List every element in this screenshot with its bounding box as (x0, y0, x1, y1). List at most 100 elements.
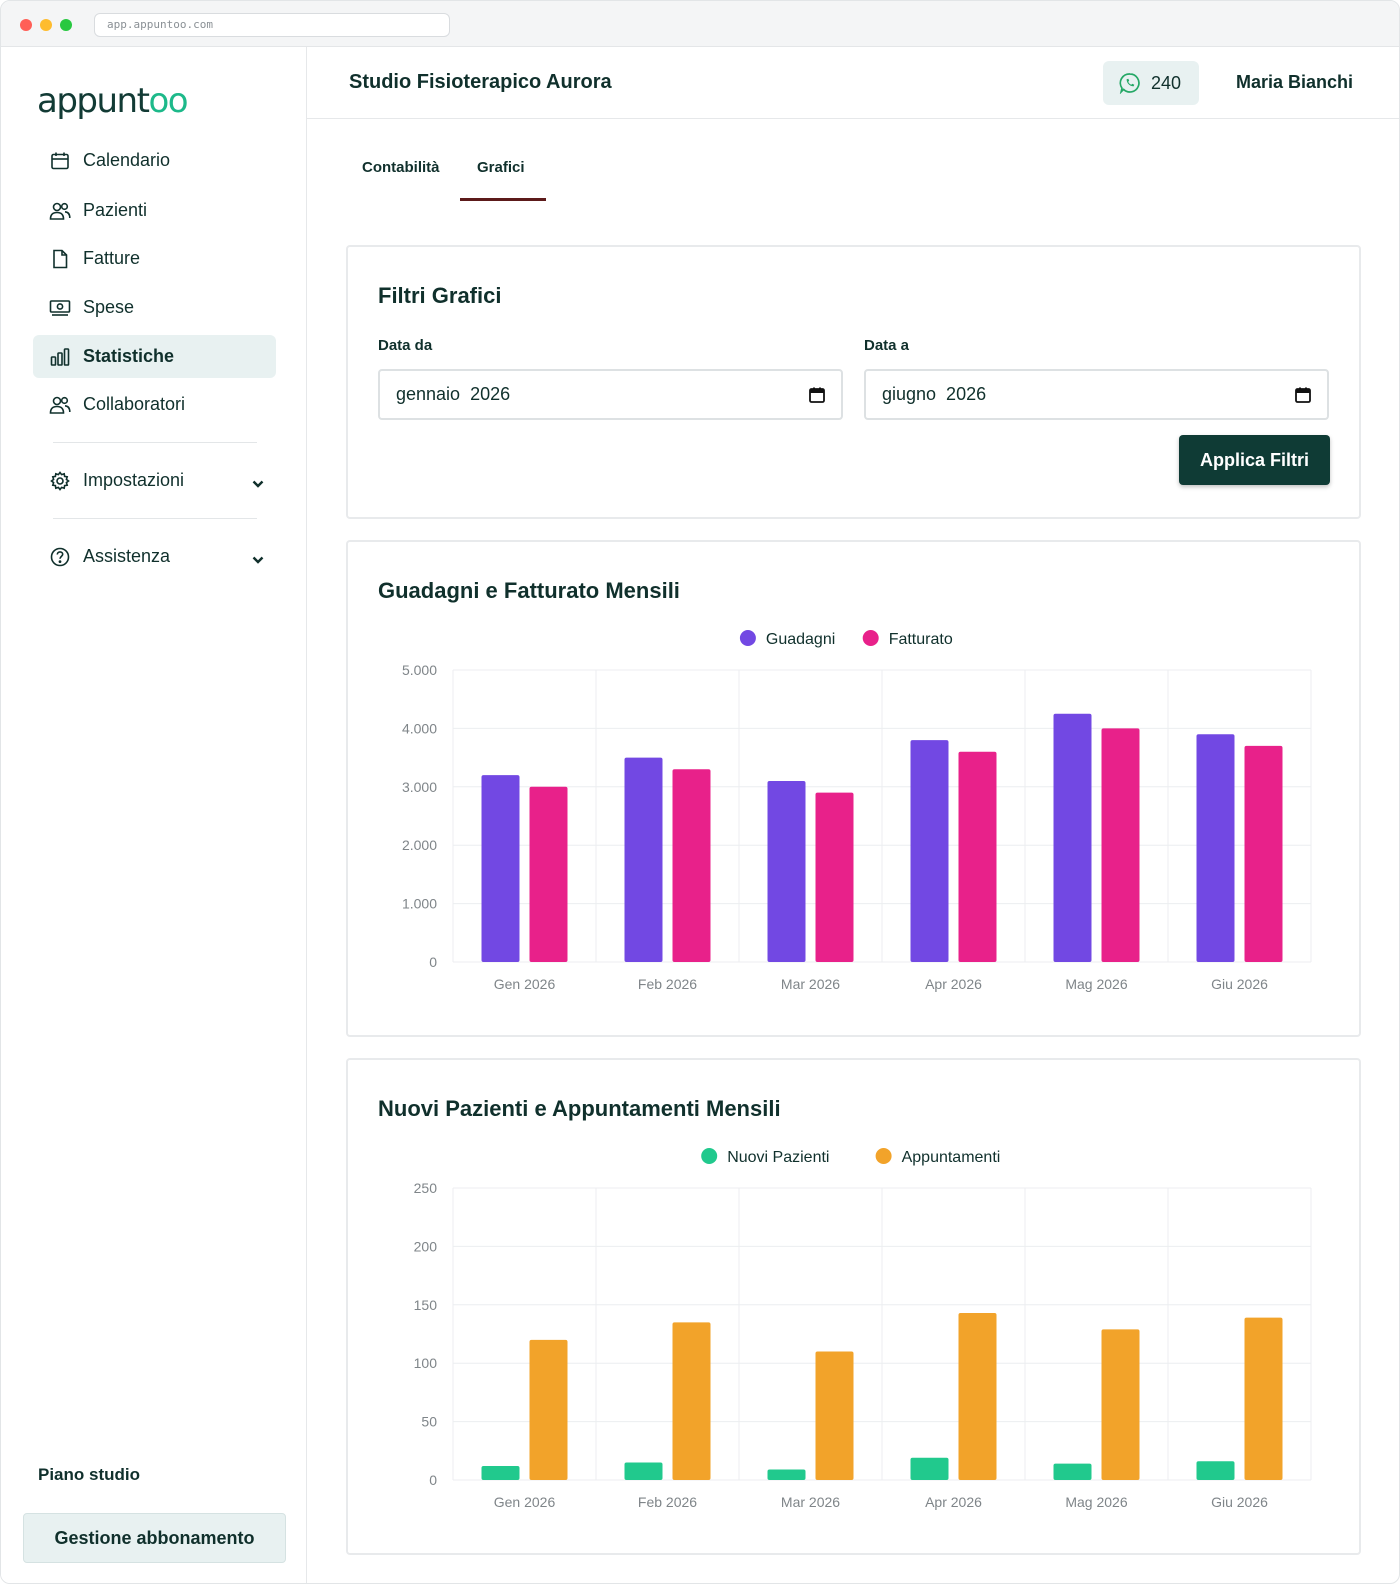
bar-chart-icon (49, 346, 71, 368)
sidebar-item-label: Pazienti (83, 200, 148, 220)
app-logo[interactable]: appuntoo (37, 81, 189, 121)
chart-bar (624, 1462, 663, 1480)
chart-bar (910, 740, 949, 962)
sidebar-item-pazienti[interactable]: Pazienti (33, 189, 276, 232)
date-to-field[interactable]: giugno 2026 (864, 369, 1329, 420)
x-tick-label: Feb 2026 (638, 976, 697, 992)
calendar-icon[interactable] (1295, 387, 1311, 403)
y-tick-label: 0 (429, 954, 437, 970)
chart-bar (529, 1339, 568, 1480)
x-tick-label: Gen 2026 (494, 1494, 556, 1510)
filters-title: Filtri Grafici (378, 283, 502, 308)
chart-bar (1196, 734, 1235, 962)
chart-title: Nuovi Pazienti e Appuntamenti Mensili (378, 1096, 781, 1121)
chevron-down-icon (252, 473, 264, 494)
file-icon (49, 248, 71, 270)
sidebar-item-fatture[interactable]: Fatture (33, 237, 276, 280)
chart-bar (958, 1312, 997, 1480)
chart-bar (1196, 1461, 1235, 1480)
revenue-chart: 0 1.000 2.000 3.000 4.000 5.000 Gen 2026 Feb 20… (402, 630, 1312, 992)
sidebar-item-statistiche[interactable]: Statistiche (33, 335, 276, 378)
legend-label: Guadagni (766, 631, 835, 648)
x-tick-label: Gen 2026 (494, 976, 556, 992)
sidebar-item-impostazioni[interactable]: Impostazioni (33, 459, 276, 502)
y-tick-label: 0 (429, 1472, 437, 1488)
patients-chart-card: Nuovi Pazienti e Appuntamenti Mensili 0 5… (346, 1058, 1361, 1555)
chart-bar (767, 1469, 806, 1480)
chart-bar (1244, 1317, 1283, 1480)
help-circle-icon (49, 546, 71, 568)
chart-bar (1053, 1463, 1092, 1480)
legend-label: Appuntamenti (902, 1149, 1001, 1166)
address-bar[interactable]: app.appuntoo.com (94, 13, 450, 37)
plan-label: Piano studio (38, 1465, 140, 1484)
date-from-value: gennaio 2026 (396, 384, 511, 404)
x-tick-label: Mag 2026 (1065, 1494, 1127, 1510)
manage-subscription-button[interactable]: Gestione abbonamento (23, 1513, 286, 1563)
sidebar-divider (53, 518, 257, 519)
y-tick-label: 5.000 (402, 662, 437, 678)
x-tick-label: Giu 2026 (1211, 1494, 1268, 1510)
tab-contabilita[interactable]: Contabilità (362, 159, 440, 176)
chart-bar (767, 780, 806, 962)
whatsapp-credits-badge[interactable]: 240 (1103, 61, 1199, 105)
calendar-icon (49, 150, 71, 172)
cash-icon (49, 297, 71, 319)
y-tick-label: 2.000 (402, 837, 437, 853)
studio-name: Studio Fisioterapico Aurora (349, 71, 612, 93)
date-from-label: Data da (378, 337, 433, 354)
apply-filters-button[interactable]: Applica Filtri (1179, 435, 1330, 485)
maximize-window-button[interactable] (60, 19, 72, 31)
filters-card: Filtri Grafici Data da gennaio 2026 Data… (346, 245, 1361, 519)
sidebar-item-label: Assistenza (83, 546, 171, 566)
x-tick-label: Giu 2026 (1211, 976, 1268, 992)
legend-marker (739, 630, 756, 646)
whatsapp-count: 240 (1151, 72, 1182, 93)
y-tick-label: 3.000 (402, 779, 437, 795)
date-from-field[interactable]: gennaio 2026 (378, 369, 843, 420)
gear-icon (49, 470, 71, 492)
patients-chart: 0 50 100 150 200 250 Gen 2026 Feb 2026 Mar 2026 A… (414, 1148, 1312, 1510)
close-window-button[interactable] (20, 19, 32, 31)
y-tick-label: 4.000 (402, 720, 437, 736)
date-to-label: Data a (864, 337, 910, 354)
chart-bar (529, 786, 568, 962)
legend-marker (862, 630, 879, 646)
users-icon (49, 200, 71, 222)
chart-bar (1053, 713, 1092, 962)
minimize-window-button[interactable] (40, 19, 52, 31)
tab-grafici[interactable]: Grafici (477, 159, 525, 176)
y-tick-label: 100 (414, 1355, 438, 1371)
sidebar-item-label: Fatture (83, 248, 141, 268)
chart-bar (1244, 745, 1283, 962)
sidebar-item-spese[interactable]: Spese (33, 286, 276, 329)
active-tab-indicator (460, 198, 546, 201)
x-tick-label: Feb 2026 (638, 1494, 697, 1510)
chart-bar (910, 1457, 949, 1480)
chart-bar (672, 769, 711, 962)
sidebar-item-collaboratori[interactable]: Collaboratori (33, 383, 276, 426)
whatsapp-icon (1119, 72, 1151, 94)
y-tick-label: 50 (421, 1414, 437, 1430)
chart-bar (481, 775, 520, 962)
sidebar-item-assistenza[interactable]: Assistenza (33, 535, 276, 578)
chart-bar (672, 1322, 711, 1480)
chevron-down-icon (252, 549, 264, 570)
chart-bar (1101, 1329, 1140, 1480)
y-tick-label: 150 (414, 1297, 438, 1313)
revenue-chart-card: Guadagni e Fatturato Mensili 0 1.000 2.000… (346, 540, 1361, 1037)
x-tick-label: Apr 2026 (925, 976, 982, 992)
chart-bar (1101, 728, 1140, 962)
calendar-icon[interactable] (809, 387, 825, 403)
sidebar-item-calendario[interactable]: Calendario (33, 139, 276, 182)
user-name[interactable]: Maria Bianchi (1236, 72, 1354, 92)
sidebar-item-label: Collaboratori (83, 394, 186, 414)
sidebar-item-label: Spese (83, 297, 135, 317)
y-tick-label: 250 (414, 1180, 438, 1196)
sidebar: appuntoo Calendario Pazienti Fatture Spe… (1, 47, 307, 1583)
sidebar-divider (53, 442, 257, 443)
sidebar-item-label: Statistiche (83, 346, 175, 366)
x-tick-label: Mar 2026 (781, 1494, 840, 1510)
users-icon (49, 394, 71, 416)
